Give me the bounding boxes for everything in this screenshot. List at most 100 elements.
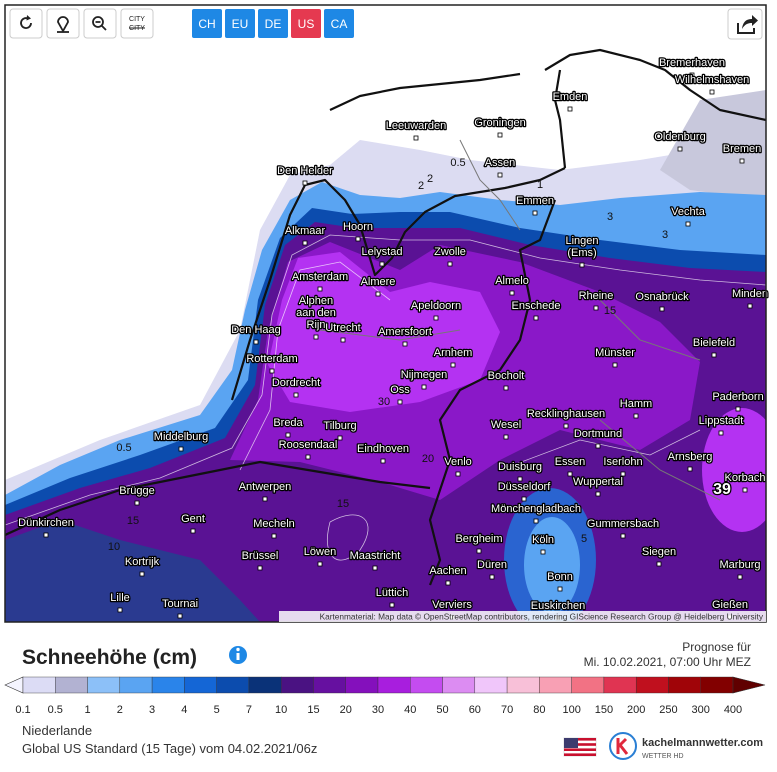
city: Münster <box>594 346 636 368</box>
city-dot <box>503 434 509 440</box>
region-button[interactable]: US <box>291 9 321 38</box>
city-dot <box>375 291 381 297</box>
reload-button[interactable] <box>9 8 43 39</box>
city-dot <box>450 362 456 368</box>
map[interactable] <box>5 5 777 632</box>
contour-label: 15 <box>604 305 616 317</box>
city-label: Lüttich <box>376 587 408 599</box>
city-dot <box>656 561 662 567</box>
colorbar-tick-label: 300 <box>692 704 710 716</box>
region-name: Niederlande <box>22 723 92 738</box>
city: Breda <box>272 416 305 438</box>
city-button[interactable]: CITY CITY <box>120 8 154 39</box>
city-dot <box>497 172 503 178</box>
city-label: Mönchengladbach <box>491 503 581 515</box>
city-label: Siegen <box>642 546 676 558</box>
city-dot <box>447 261 453 267</box>
city-dot <box>579 262 585 268</box>
city: Dortmund <box>573 427 623 449</box>
colorbar-segment <box>377 676 411 694</box>
city: Assen <box>483 156 517 178</box>
city-dot <box>633 413 639 419</box>
region-button-bg <box>192 9 222 38</box>
city-dot <box>262 496 268 502</box>
city-label: Wuppertal <box>573 476 623 488</box>
city: Bocholt <box>486 369 526 391</box>
city-dot <box>413 135 419 141</box>
city-label: Venlo <box>444 456 472 468</box>
city-label: Assen <box>485 157 516 169</box>
city: Rotterdam <box>245 352 299 374</box>
colorbar-tick-label: 5 <box>214 704 220 716</box>
city-label: Hoorn <box>343 221 373 233</box>
colorbar-segment <box>668 676 701 694</box>
model-info: Global US Standard (15 Tage) vom 04.02.2… <box>22 741 317 756</box>
city-dot <box>497 132 503 138</box>
info-icon[interactable] <box>229 646 247 664</box>
city-dot <box>178 446 184 452</box>
colorbar: 0.1 0.5 1 2 3 4 5 7 10 15 20 30 40 50 60 70 80 100 150 200 2… <box>4 676 766 716</box>
city-dot <box>718 430 724 436</box>
region-button[interactable]: CH <box>192 9 222 38</box>
city: Bremen <box>721 142 763 164</box>
city-label: Marburg <box>720 559 761 571</box>
city: Dordrecht <box>271 376 321 398</box>
city-label: Köln <box>532 534 554 546</box>
zoom-out-button[interactable] <box>83 8 117 39</box>
colorbar-tick-label: 150 <box>595 704 613 716</box>
colorbar-tick-label: 100 <box>562 704 580 716</box>
city: Lille <box>109 591 131 613</box>
city-dot <box>317 286 323 292</box>
city-label: Iserlohn <box>603 456 642 468</box>
city-label: Leeuwarden <box>386 120 447 132</box>
city-label: Amsterdam <box>292 271 348 283</box>
colorbar-segment <box>539 676 572 694</box>
city-dot <box>305 454 311 460</box>
city: Korbach <box>723 471 767 493</box>
city-label: Apeldoorn <box>411 300 461 312</box>
city-label: Mecheln <box>253 518 295 530</box>
city-dot <box>372 565 378 571</box>
region-buttons: CH EU DE US CA <box>192 9 354 38</box>
city: Den Helder <box>276 164 334 186</box>
city-label: Dortmund <box>574 428 622 440</box>
city-dot <box>397 399 403 405</box>
city-dot <box>521 496 527 502</box>
colorbar-segment <box>119 676 153 694</box>
city: Tilburg <box>322 419 358 441</box>
city-label: Zwolle <box>434 246 466 258</box>
city-dot <box>709 89 715 95</box>
city-label: Bonn <box>547 571 573 583</box>
city-label: Antwerpen <box>239 481 292 493</box>
location-button[interactable] <box>46 8 80 39</box>
city-dot <box>612 362 618 368</box>
contour-label: 2 <box>427 173 433 185</box>
city-label: Lippstadt <box>699 415 744 427</box>
city: Bergheim <box>454 532 504 554</box>
share-button[interactable] <box>727 8 763 40</box>
city-dot <box>445 580 451 586</box>
city-label: Breda <box>273 417 303 429</box>
colorbar-segment <box>345 676 379 694</box>
city-label: Aachen <box>429 565 466 577</box>
city: Düsseldorf <box>496 480 553 502</box>
city-dot <box>532 210 538 216</box>
region-button[interactable]: CA <box>324 9 354 38</box>
region-button[interactable]: EU <box>225 9 255 38</box>
city-dot <box>337 435 343 441</box>
us-flag <box>563 737 597 757</box>
city-dot <box>489 574 495 580</box>
city-label: Löwen <box>304 546 336 558</box>
city-dot <box>503 385 509 391</box>
contour-labels: 0.5 1 2 3 2 3 0.5 15 10 15 20 30 5 39 15 <box>108 157 732 553</box>
city: Emmen <box>515 194 555 216</box>
city: Lippstadt <box>697 414 745 436</box>
city-label: Gent <box>181 513 205 525</box>
city-label: Alphen <box>299 295 333 307</box>
city-label: Arnhem <box>434 347 473 359</box>
region-button[interactable]: DE <box>258 9 288 38</box>
city: Iserlohn <box>602 455 644 477</box>
logo[interactable]: kachelmannwetter.com WETTER HD <box>609 732 763 760</box>
city: Venlo <box>443 455 473 477</box>
